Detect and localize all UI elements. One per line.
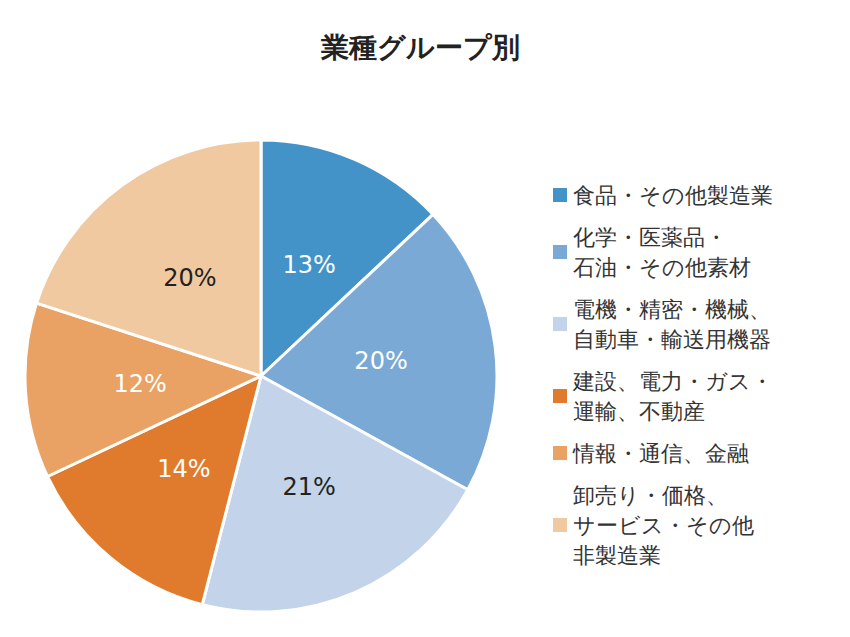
svg-text:情報・通信、金融: 情報・通信、金融 [572,441,749,466]
svg-text:食品・その他製造業: 食品・その他製造業 [573,183,773,208]
svg-text:20%: 20% [163,264,216,292]
svg-text:建設、電力・ガス・: 建設、電力・ガス・ [572,369,773,394]
svg-text:非製造業: 非製造業 [573,543,661,568]
svg-text:12%: 12% [114,370,167,398]
svg-text:20%: 20% [354,347,407,375]
svg-text:14%: 14% [157,455,210,483]
svg-text:石油・その他素材: 石油・その他素材 [573,255,751,280]
svg-text:13%: 13% [282,251,335,279]
svg-text:電機・精密・機械、: 電機・精密・機械、 [573,297,771,322]
svg-text:21%: 21% [282,473,335,501]
svg-text:化学・医薬品・: 化学・医薬品・ [573,225,727,250]
svg-text:自動車・輸送用機器: 自動車・輸送用機器 [573,327,771,352]
svg-text:業種グループ別: 業種グループ別 [320,31,520,64]
svg-text:サービス・その他: サービス・その他 [573,513,754,538]
svg-text:運輸、不動産: 運輸、不動産 [573,399,705,424]
svg-text:卸売り・価格、: 卸売り・価格、 [573,483,728,508]
